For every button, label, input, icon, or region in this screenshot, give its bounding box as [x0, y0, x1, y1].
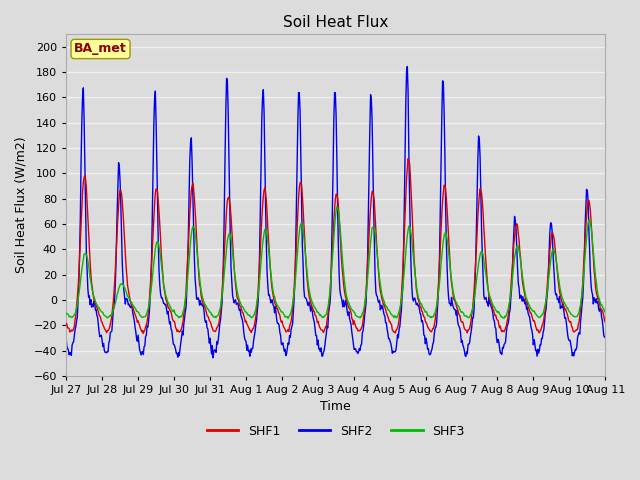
SHF3: [333, 204, 340, 210]
SHF3: [419, 304, 426, 310]
SHF1: [404, 156, 412, 162]
SHF2: [72, 324, 79, 329]
SHF2: [62, 334, 70, 339]
Legend: SHF1, SHF2, SHF3: SHF1, SHF2, SHF3: [202, 420, 470, 443]
SHF2: [402, 99, 410, 105]
SHF2: [602, 334, 609, 340]
SHF1: [127, 302, 135, 308]
SHF2: [182, 304, 190, 310]
SHF1: [140, 331, 147, 336]
SHF1: [72, 313, 79, 319]
SHF1: [211, 329, 219, 335]
Line: SHF1: SHF1: [66, 159, 605, 334]
SHF3: [72, 309, 79, 314]
SHF3: [602, 310, 609, 315]
SHF3: [127, 299, 135, 305]
X-axis label: Time: Time: [321, 400, 351, 413]
SHF3: [182, 291, 190, 297]
SHF2: [211, 348, 219, 353]
SHF3: [284, 316, 292, 322]
Line: SHF3: SHF3: [66, 207, 605, 319]
Title: Soil Heat Flux: Soil Heat Flux: [283, 15, 388, 30]
SHF2: [209, 355, 217, 360]
Line: SHF2: SHF2: [66, 67, 605, 358]
SHF1: [62, 320, 70, 326]
SHF1: [183, 273, 191, 278]
SHF1: [419, 309, 426, 314]
SHF1: [602, 319, 609, 325]
SHF2: [127, 302, 135, 308]
Text: BA_met: BA_met: [74, 43, 127, 56]
SHF3: [403, 240, 410, 246]
SHF2: [419, 318, 426, 324]
Y-axis label: Soil Heat Flux (W/m2): Soil Heat Flux (W/m2): [15, 137, 28, 273]
SHF1: [402, 193, 410, 199]
SHF3: [211, 314, 218, 320]
SHF2: [403, 64, 411, 70]
SHF3: [62, 311, 70, 316]
